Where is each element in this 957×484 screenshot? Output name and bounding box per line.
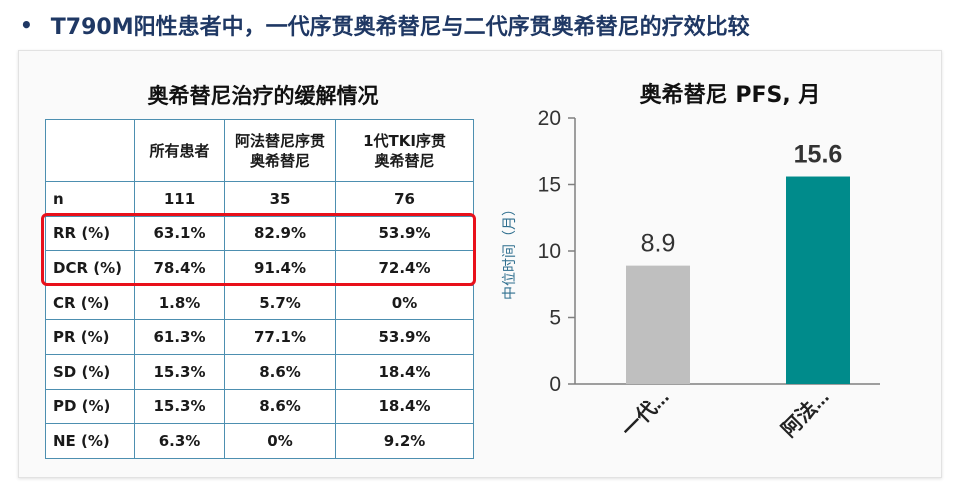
header-cell: 阿法替尼序贯奥希替尼 xyxy=(224,119,336,182)
table-cell: 0% xyxy=(335,284,474,321)
table-cell: 1.8% xyxy=(134,284,225,321)
category-label: 阿法... xyxy=(776,385,833,442)
bar-value-label: 15.6 xyxy=(794,141,843,169)
table-cell: 35 xyxy=(224,181,336,217)
table-cell: 5.7% xyxy=(224,284,336,321)
table-title: 奥希替尼治疗的缓解情况 xyxy=(147,84,379,108)
row-label: PR (%) xyxy=(45,319,135,355)
y-tick-label: 20 xyxy=(538,107,561,130)
y-tick-label: 15 xyxy=(538,174,561,197)
table-cell: 6.3% xyxy=(134,423,225,459)
headline: • T790M阳性患者中，一代序贯奥希替尼与二代序贯奥希替尼的疗效比较 xyxy=(20,6,750,44)
header-cell: 1代TKI序贯奥希替尼 xyxy=(335,119,474,182)
row-label: n xyxy=(45,181,135,217)
row-label: PD (%) xyxy=(45,388,135,425)
table-row: SD (%) 15.3% 8.6% 18.4% xyxy=(45,353,474,390)
table-cell: 53.9% xyxy=(335,319,474,355)
table-cell: 0% xyxy=(224,423,336,459)
table-cell: 78.4% xyxy=(134,250,225,286)
chart-title: 奥希替尼 PFS, 月 xyxy=(639,83,821,108)
table-cell: 8.6% xyxy=(224,353,336,390)
table-cell: 18.4% xyxy=(335,353,474,390)
y-tick-label: 10 xyxy=(538,240,561,263)
row-label: CR (%) xyxy=(45,284,135,321)
bar xyxy=(626,265,690,384)
table-row: DCR (%) 78.4% 91.4% 72.4% xyxy=(45,250,474,286)
pfs-bar-chart: 0 5 10 15 20 中位时间（月） 8.9 一代... 15.6 阿法... xyxy=(501,107,880,442)
y-tick-label: 5 xyxy=(549,307,561,330)
table-row: n 111 35 76 xyxy=(45,181,474,217)
table-cell: 111 xyxy=(134,181,225,217)
bar xyxy=(786,176,850,384)
headline-bullet: • xyxy=(20,13,33,37)
y-axis-title: 中位时间（月） xyxy=(501,202,517,300)
row-label: NE (%) xyxy=(45,423,135,459)
row-label: SD (%) xyxy=(45,353,135,390)
headline-text: T790M阳性患者中，一代序贯奥希替尼与二代序贯奥希替尼的疗效比较 xyxy=(50,15,750,40)
header-cell: 所有患者 xyxy=(134,119,225,182)
header-cell xyxy=(45,119,135,182)
table-row: CR (%) 1.8% 5.7% 0% xyxy=(45,284,474,321)
bar-value-label: 8.9 xyxy=(641,230,676,258)
table-header-row: 所有患者 阿法替尼序贯奥希替尼 1代TKI序贯奥希替尼 xyxy=(45,119,474,182)
table-cell: 61.3% xyxy=(134,319,225,355)
table-cell: 82.9% xyxy=(224,215,336,252)
response-table: 所有患者 阿法替尼序贯奥希替尼 1代TKI序贯奥希替尼 n 111 35 76 RR (… xyxy=(45,119,474,459)
table-cell: 76 xyxy=(335,181,474,217)
table-cell: 77.1% xyxy=(224,319,336,355)
category-label: 一代... xyxy=(617,385,673,441)
table-row: NE (%) 6.3% 0% 9.2% xyxy=(45,423,474,459)
table-cell: 15.3% xyxy=(134,353,225,390)
y-tick-label: 0 xyxy=(549,373,561,396)
table-row: PD (%) 15.3% 8.6% 18.4% xyxy=(45,388,474,425)
table-cell: 8.6% xyxy=(224,388,336,425)
table-cell: 18.4% xyxy=(335,388,474,425)
table-cell: 9.2% xyxy=(335,423,474,459)
highlight-box xyxy=(41,213,476,286)
table-cell: 15.3% xyxy=(134,388,225,425)
table-row: PR (%) 61.3% 77.1% 53.9% xyxy=(45,319,474,355)
